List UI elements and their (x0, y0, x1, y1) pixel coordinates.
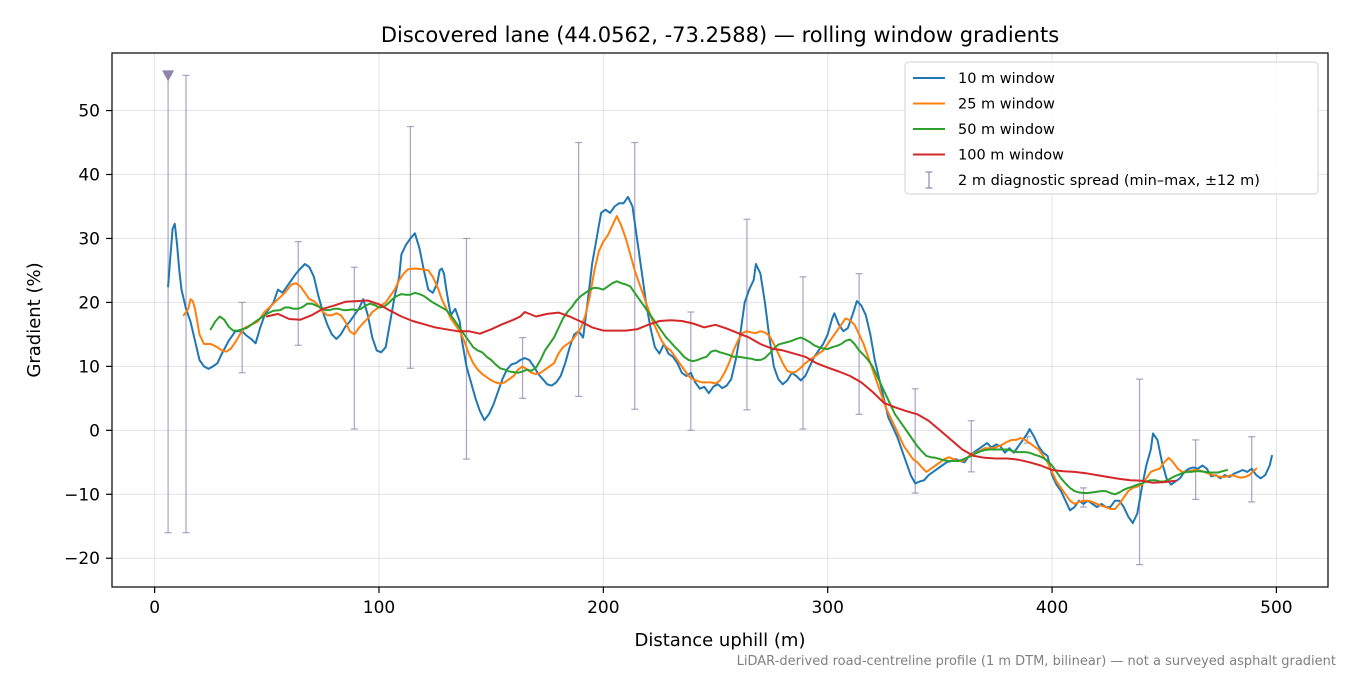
legend-label: 25 m window (958, 97, 1055, 113)
spread-bar (799, 276, 807, 430)
series-line-w50 (209, 280, 1228, 496)
grid (112, 53, 1328, 587)
spread-bar (519, 336, 527, 399)
legend-entry-w25: 25 m window (913, 97, 1055, 113)
legend-entry-w10: 10 m window (913, 71, 1055, 87)
axis-ticks: 0 100 200 300 400 500 −20 −10 0 10 20 30 40 50 (64, 102, 1293, 618)
spread-bar (967, 420, 975, 473)
x-tick-label: 500 (1260, 598, 1292, 618)
series-lines (167, 195, 1273, 524)
chart-caption: LiDAR-derived road-centreline profile (1… (737, 654, 1336, 669)
spread-bar (687, 311, 695, 431)
y-tick-label: 20 (78, 293, 100, 313)
series-line-w25 (182, 215, 1258, 510)
legend-entry-spread: 2 m diagnostic spread (min–max, ±12 m) (925, 171, 1260, 189)
clipped-spread-marker (162, 70, 175, 82)
x-tick-label: 0 (149, 598, 160, 618)
spread-bar (182, 74, 190, 534)
plot-frame (111, 52, 1329, 588)
legend-entry-w100: 100 m window (913, 148, 1064, 164)
legend-label: 2 m diagnostic spread (min–max, ±12 m) (958, 173, 1260, 189)
spread-bar (238, 301, 246, 374)
y-tick-label: 0 (89, 421, 100, 441)
y-tick-label: −10 (64, 485, 100, 505)
spread-bar (631, 141, 639, 410)
legend-label: 10 m window (958, 71, 1055, 87)
chart-title: Discovered lane (44.0562, -73.2588) — ro… (381, 23, 1059, 47)
legend-label: 100 m window (958, 148, 1064, 164)
spread-bar (855, 273, 863, 415)
spread-bar (294, 241, 302, 346)
legend: 10 m window 25 m window 50 m window 100 m w… (904, 61, 1319, 195)
spread-bar (911, 388, 919, 494)
legend-label: 50 m window (958, 122, 1055, 138)
x-tick-label: 300 (811, 598, 843, 618)
series-line-w100 (265, 299, 1177, 484)
x-axis-label: Distance uphill (m) (635, 630, 806, 651)
series-line-w10 (167, 195, 1273, 524)
y-tick-label: −20 (64, 549, 100, 569)
spread-bar (575, 141, 583, 398)
y-axis-label: Gradient (%) (24, 262, 45, 377)
x-tick-label: 400 (1036, 598, 1068, 618)
y-tick-label: 30 (78, 229, 100, 249)
spread-bar (743, 218, 751, 411)
y-tick-label: 40 (78, 166, 100, 186)
spread-bar (406, 125, 414, 369)
x-tick-label: 100 (363, 598, 395, 618)
spread-bar (1136, 378, 1144, 566)
y-tick-label: 50 (78, 102, 100, 122)
legend-box (904, 61, 1319, 195)
legend-entry-w50: 50 m window (913, 122, 1055, 138)
spread-bar (350, 266, 358, 430)
x-tick-label: 200 (587, 598, 619, 618)
y-tick-label: 10 (78, 357, 100, 377)
